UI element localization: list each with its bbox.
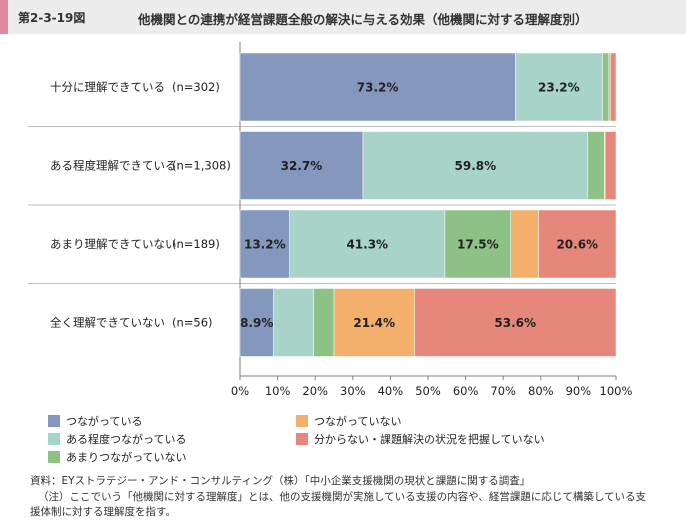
figure-title: 他機関との連携が経営課題全般の解決に与える効果（他機関に対する理解度別） bbox=[138, 12, 588, 27]
bar-segment bbox=[538, 209, 617, 279]
category-label: あまり理解できていない bbox=[50, 237, 177, 251]
data-label: 23.2% bbox=[538, 81, 580, 95]
legend-swatch bbox=[48, 415, 60, 427]
x-tick-label: 50% bbox=[415, 384, 441, 398]
legend-label: つながっている bbox=[66, 414, 142, 428]
data-label: 17.5% bbox=[457, 238, 499, 252]
figure-header: 第2-3-19図 他機関との連携が経営課題全般の解決に与える効果（他機関に対する… bbox=[0, 0, 686, 34]
data-label: 59.8% bbox=[455, 159, 497, 173]
bar-segment bbox=[414, 288, 617, 357]
x-tick-label: 100% bbox=[600, 384, 633, 398]
legend-label: あまりつながっていない bbox=[66, 450, 187, 464]
legend-label: 分からない・課題解決の状況を把握していない bbox=[314, 432, 545, 446]
sample-size-label: (n=56) bbox=[172, 316, 213, 330]
bar-segment bbox=[313, 288, 335, 357]
bar-segment bbox=[444, 209, 511, 279]
bar-segment bbox=[239, 131, 364, 200]
legend-swatch bbox=[48, 433, 60, 445]
x-tick-label: 40% bbox=[378, 384, 404, 398]
data-label: 53.6% bbox=[494, 316, 536, 330]
bar-segment bbox=[239, 52, 516, 122]
bar-segment bbox=[604, 131, 617, 200]
bar-segment bbox=[333, 288, 415, 357]
legend-swatch bbox=[296, 433, 308, 445]
sample-size-label: (n=1,308) bbox=[172, 159, 231, 173]
x-tick-label: 90% bbox=[566, 384, 592, 398]
data-label: 21.4% bbox=[353, 316, 395, 330]
figure-number: 第2-3-19図 bbox=[18, 11, 86, 25]
bar-segment bbox=[610, 52, 617, 122]
data-label: 20.6% bbox=[556, 238, 598, 252]
data-label: 32.7% bbox=[281, 159, 323, 173]
x-tick-label: 10% bbox=[265, 384, 291, 398]
bar-segment bbox=[602, 52, 610, 122]
figure-notes: 資料：EYストラテジー・アンド・コンサルティング（株）「中小企業支援機関の現状と… bbox=[30, 474, 670, 521]
legend-label: つながっていない bbox=[314, 414, 401, 428]
legend-swatch bbox=[296, 415, 308, 427]
category-label: 十分に理解できている bbox=[50, 80, 165, 94]
stacked-bar-chart: 0% 10% 20% 30% 40% 50% 60% 70% 80% 90% 100% 十分に理解でき… bbox=[28, 42, 633, 464]
category-label: ある程度理解できている bbox=[50, 159, 177, 173]
definition-note-line2: 援体制に対する理解度を指す。 bbox=[30, 506, 176, 518]
data-label: 41.3% bbox=[346, 238, 388, 252]
bar-segment bbox=[289, 209, 446, 279]
legend-label: ある程度つながっている bbox=[66, 432, 186, 446]
bar-segment bbox=[239, 288, 274, 357]
legend-swatch bbox=[48, 451, 60, 463]
bar-segment bbox=[362, 131, 589, 200]
bar-segment bbox=[273, 288, 314, 357]
x-tick-label: 80% bbox=[528, 384, 554, 398]
source-note: 資料：EYストラテジー・アンド・コンサルティング（株）「中小企業支援機関の現状と… bbox=[30, 475, 531, 487]
data-label: 73.2% bbox=[357, 81, 399, 95]
x-tick-label: 30% bbox=[340, 384, 366, 398]
x-tick-label: 60% bbox=[453, 384, 479, 398]
bar-segment bbox=[510, 209, 539, 279]
bar-segment bbox=[587, 131, 605, 200]
x-tick-label: 70% bbox=[490, 384, 516, 398]
category-label: 全く理解できていない bbox=[50, 316, 165, 330]
x-tick-label: 20% bbox=[302, 384, 328, 398]
sample-size-label: (n=302) bbox=[172, 80, 220, 94]
sample-size-label: (n=189) bbox=[172, 237, 220, 251]
header-accent-bar bbox=[0, 0, 8, 34]
data-label: 13.2% bbox=[244, 238, 286, 252]
data-label: 8.9% bbox=[240, 316, 273, 330]
x-tick-label: 0% bbox=[231, 384, 249, 398]
definition-note-line1: （注）ここでいう「他機関に対する理解度」とは、他の支援機関が実施している支援の内… bbox=[38, 490, 647, 503]
